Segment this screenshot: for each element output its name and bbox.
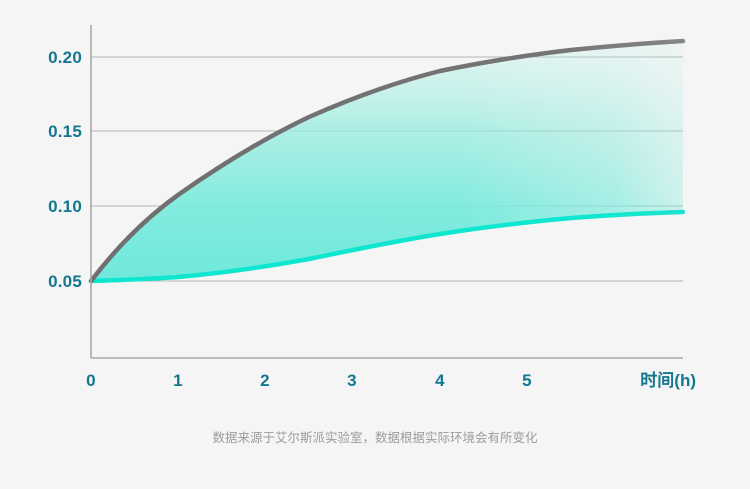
y-tick-label-0: 0.05: [48, 272, 82, 291]
x-tick-label-3: 3: [347, 371, 357, 390]
x-tick-labels-group: 0 1 2 3 4 5: [86, 371, 532, 390]
y-tick-label-1: 0.10: [48, 197, 82, 216]
x-tick-label-0: 0: [86, 371, 96, 390]
y-tick-labels-group: 0.20 0.15 0.10 0.05: [48, 48, 82, 291]
x-tick-label-2: 2: [260, 371, 270, 390]
upper-curve-line: [88, 38, 686, 284]
lower-curve-line: [88, 209, 686, 284]
x-tick-label-1: 1: [173, 371, 183, 390]
y-tick-label-2: 0.15: [48, 122, 82, 141]
x-axis-label: 时间(h): [640, 370, 696, 390]
y-tick-label-3: 0.20: [48, 48, 82, 67]
x-tick-label-5: 5: [522, 371, 532, 390]
chart-caption: 数据来源于艾尔斯派实验室，数据根据实际环境会有所变化: [212, 430, 538, 445]
x-tick-label-4: 4: [435, 371, 445, 390]
